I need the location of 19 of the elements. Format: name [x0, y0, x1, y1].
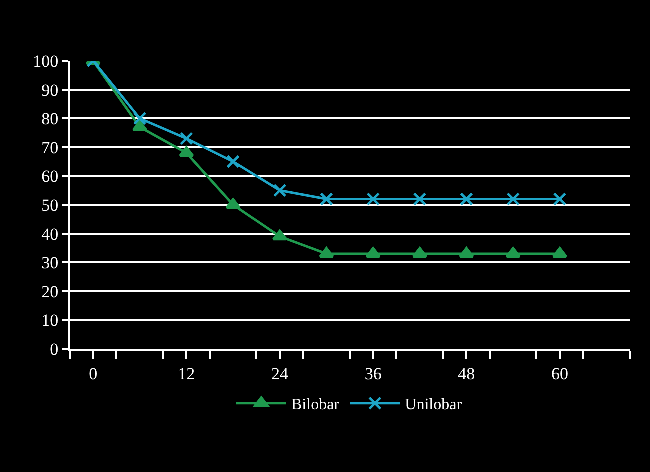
y-tick-label: 20	[42, 282, 59, 302]
y-tick-label: 40	[42, 224, 59, 244]
legend-label: Unilobar	[405, 396, 463, 414]
legend-label: Bilobar	[292, 396, 340, 414]
y-tick-label: 90	[42, 80, 59, 100]
x-tick-label: 60	[552, 364, 568, 384]
y-tick-label: 100	[33, 52, 59, 71]
x-tick-label: 24	[272, 364, 289, 384]
y-tick-label: 80	[42, 110, 59, 129]
y-tick-label: 60	[42, 167, 59, 186]
y-tick-label: 50	[42, 196, 59, 215]
x-tick-label: 0	[89, 364, 98, 384]
y-tick-label: 30	[42, 254, 59, 273]
y-tick-label: 10	[42, 311, 59, 330]
x-tick-label: 36	[364, 364, 382, 384]
x-tick-label: 12	[178, 364, 196, 384]
x-tick-label: 48	[458, 364, 476, 384]
y-tick-label: 70	[42, 138, 59, 158]
y-tick-label: 0	[50, 340, 59, 359]
